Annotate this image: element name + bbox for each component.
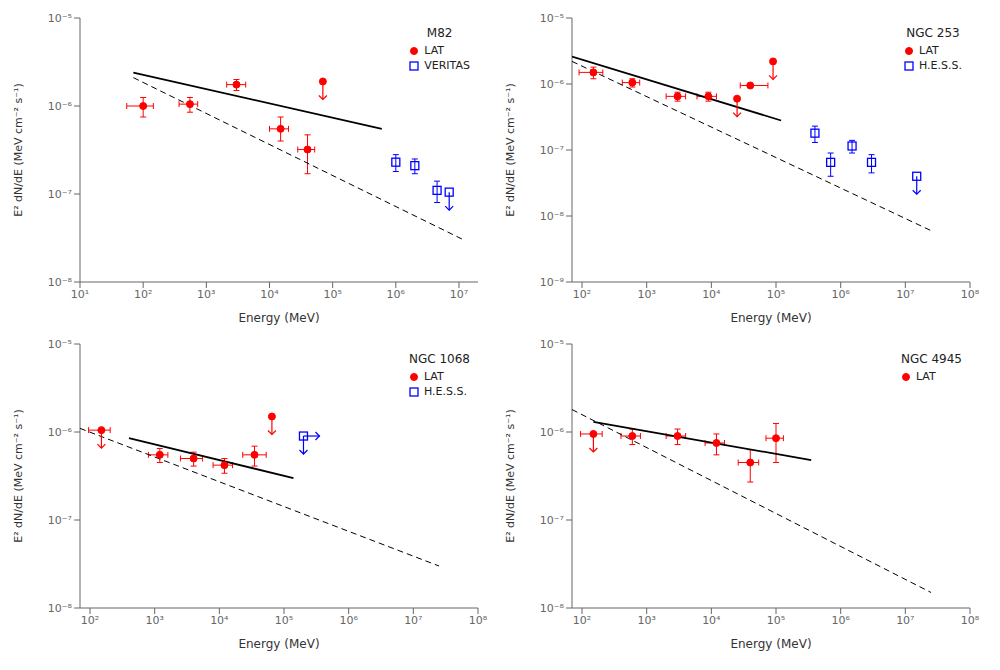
- svg-text:10⁻⁹: 10⁻⁹: [540, 276, 564, 289]
- svg-text:10⁵: 10⁵: [323, 288, 341, 301]
- svg-text:E² dN/dE (MeV cm⁻² s⁻¹): E² dN/dE (MeV cm⁻² s⁻¹): [12, 83, 25, 217]
- svg-text:10⁶: 10⁶: [387, 288, 406, 301]
- html-text:M82: M82: [426, 26, 453, 40]
- svg-text:10⁷: 10⁷: [404, 614, 422, 627]
- svg-text:10⁶: 10⁶: [831, 614, 850, 627]
- svg-text:10⁵: 10⁵: [767, 288, 785, 301]
- svg-text:10⁴: 10⁴: [702, 288, 721, 301]
- svg-text:10⁻⁸: 10⁻⁸: [48, 602, 73, 615]
- svg-text:10⁷: 10⁷: [450, 288, 468, 301]
- svg-text:10²: 10²: [573, 288, 591, 301]
- html-text:LAT: LAT: [916, 370, 936, 383]
- svg-text:10⁷: 10⁷: [896, 614, 914, 627]
- svg-text:E² dN/dE (MeV cm⁻² s⁻¹): E² dN/dE (MeV cm⁻² s⁻¹): [504, 409, 517, 543]
- svg-text:10³: 10³: [637, 614, 655, 627]
- svg-text:10²: 10²: [134, 288, 152, 301]
- html-text:LAT: LAT: [424, 370, 444, 383]
- svg-text:10²: 10²: [573, 614, 591, 627]
- svg-text:Energy (MeV): Energy (MeV): [238, 311, 319, 325]
- html-text:NGC 4945: NGC 4945: [901, 352, 962, 366]
- html-text:NGC 1068: NGC 1068: [409, 352, 470, 366]
- svg-text:10⁶: 10⁶: [339, 614, 358, 627]
- svg-text:10⁵: 10⁵: [767, 614, 785, 627]
- svg-text:10²: 10²: [81, 614, 99, 627]
- svg-text:10⁻⁸: 10⁻⁸: [48, 276, 73, 289]
- svg-text:Energy (MeV): Energy (MeV): [730, 311, 811, 325]
- svg-text:E² dN/dE (MeV cm⁻² s⁻¹): E² dN/dE (MeV cm⁻² s⁻¹): [12, 409, 25, 543]
- svg-text:10⁸: 10⁸: [469, 614, 488, 627]
- svg-text:10⁸: 10⁸: [961, 614, 980, 627]
- svg-text:Energy (MeV): Energy (MeV): [730, 637, 811, 651]
- svg-text:10³: 10³: [145, 614, 163, 627]
- svg-text:10⁸: 10⁸: [961, 288, 980, 301]
- svg-text:10⁻⁶: 10⁻⁶: [540, 426, 565, 439]
- svg-text:10⁻⁸: 10⁻⁸: [540, 602, 565, 615]
- svg-text:10⁷: 10⁷: [896, 288, 914, 301]
- svg-text:10⁻⁵: 10⁻⁵: [540, 12, 564, 25]
- svg-text:Energy (MeV): Energy (MeV): [238, 637, 319, 651]
- svg-text:10³: 10³: [197, 288, 215, 301]
- html-text:H.E.S.S.: H.E.S.S.: [919, 59, 962, 72]
- svg-text:10⁻⁸: 10⁻⁸: [540, 210, 565, 223]
- html-text:VERITAS: VERITAS: [424, 59, 470, 72]
- svg-text:10⁻⁵: 10⁻⁵: [48, 12, 72, 25]
- html-text:LAT: LAT: [919, 44, 939, 57]
- svg-text:10⁻⁶: 10⁻⁶: [540, 78, 565, 91]
- svg-text:10⁻⁶: 10⁻⁶: [48, 426, 73, 439]
- svg-text:10⁶: 10⁶: [831, 288, 850, 301]
- svg-text:10⁴: 10⁴: [702, 614, 721, 627]
- svg-text:10⁻⁷: 10⁻⁷: [540, 144, 564, 157]
- svg-text:10⁻⁷: 10⁻⁷: [540, 514, 564, 527]
- html-text:H.E.S.S.: H.E.S.S.: [424, 385, 467, 398]
- svg-text:10⁻⁷: 10⁻⁷: [48, 514, 72, 527]
- svg-text:10⁵: 10⁵: [275, 614, 293, 627]
- svg-text:10³: 10³: [637, 288, 655, 301]
- svg-text:10⁴: 10⁴: [210, 614, 229, 627]
- svg-text:10¹: 10¹: [71, 288, 89, 301]
- svg-text:10⁻⁵: 10⁻⁵: [48, 338, 72, 351]
- svg-text:10⁴: 10⁴: [260, 288, 279, 301]
- svg-text:10⁻⁶: 10⁻⁶: [48, 100, 73, 113]
- svg-text:10⁻⁵: 10⁻⁵: [540, 338, 564, 351]
- svg-text:10⁻⁷: 10⁻⁷: [48, 188, 72, 201]
- svg-text:E² dN/dE (MeV cm⁻² s⁻¹): E² dN/dE (MeV cm⁻² s⁻¹): [504, 83, 517, 217]
- html-text:NGC 253: NGC 253: [906, 26, 960, 40]
- html-text:LAT: LAT: [424, 44, 444, 57]
